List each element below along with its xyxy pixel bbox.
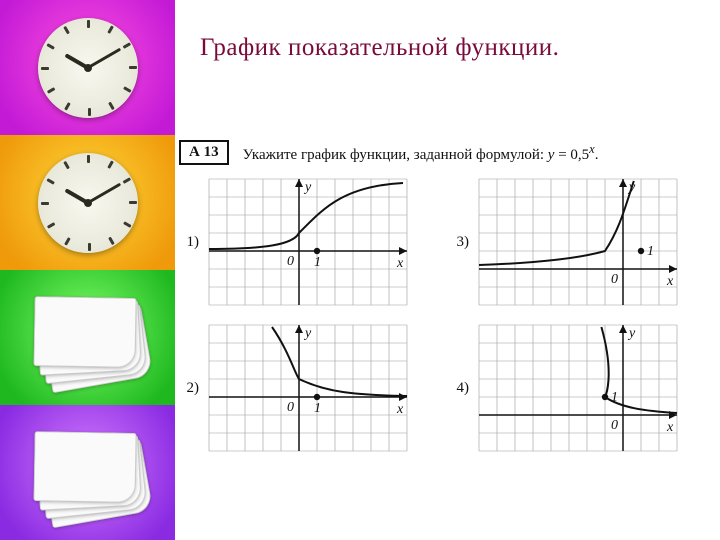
svg-text:x: x — [396, 402, 404, 417]
svg-text:y: y — [303, 326, 312, 341]
problem-prompt: Укажите график функции, заданной формуло… — [243, 142, 599, 164]
tile-papers-green — [0, 270, 175, 405]
panel-label: 2) — [181, 380, 199, 397]
tile-clock-magenta — [0, 0, 175, 135]
panel-1: 1) x y 0 1 — [181, 173, 441, 311]
panel-label: 3) — [451, 234, 469, 251]
panel-2: 2) x y 0 1 — [181, 319, 441, 457]
svg-text:x: x — [666, 274, 674, 289]
graph-1: x y 0 1 — [205, 177, 413, 307]
tile-papers-purple — [0, 405, 175, 540]
formula-exp: x — [589, 142, 595, 156]
graph-2: x y 0 1 — [205, 323, 413, 453]
svg-text:x: x — [666, 420, 674, 435]
svg-text:0: 0 — [287, 400, 294, 415]
panel-label: 1) — [181, 234, 199, 251]
page-title: График показательной функции. — [200, 34, 559, 62]
formula-var: y — [548, 147, 555, 163]
prompt-prefix: Укажите график функции, заданной формуло… — [243, 147, 548, 163]
svg-text:0: 0 — [611, 418, 618, 433]
panel-label: 4) — [451, 380, 469, 397]
svg-text:y: y — [303, 180, 312, 195]
panel-4: 4) xy01 — [451, 319, 711, 457]
svg-text:1: 1 — [647, 244, 654, 259]
graph-3: xy01 — [475, 177, 683, 307]
svg-text:0: 0 — [287, 254, 294, 269]
graph-panels: 1) x y 0 1 3) x y 0 1 2) x y 0 1 4) x y 0 1 — [175, 173, 715, 457]
panel-3: 3) xy01 — [451, 173, 711, 311]
svg-text:x: x — [396, 256, 404, 271]
problem-tag: А 13 — [179, 140, 229, 165]
svg-text:1: 1 — [314, 255, 321, 270]
formula-base: 0,5 — [570, 147, 589, 163]
decorative-strip — [0, 0, 175, 540]
problem-header: А 13 Укажите график функции, заданной фо… — [175, 136, 715, 173]
svg-text:y: y — [627, 326, 636, 341]
svg-text:0: 0 — [611, 272, 618, 287]
svg-text:1: 1 — [314, 401, 321, 416]
graph-4: xy01 — [475, 323, 683, 453]
problem-block: А 13 Укажите график функции, заданной фо… — [175, 136, 715, 457]
tile-clock-yellow — [0, 135, 175, 270]
